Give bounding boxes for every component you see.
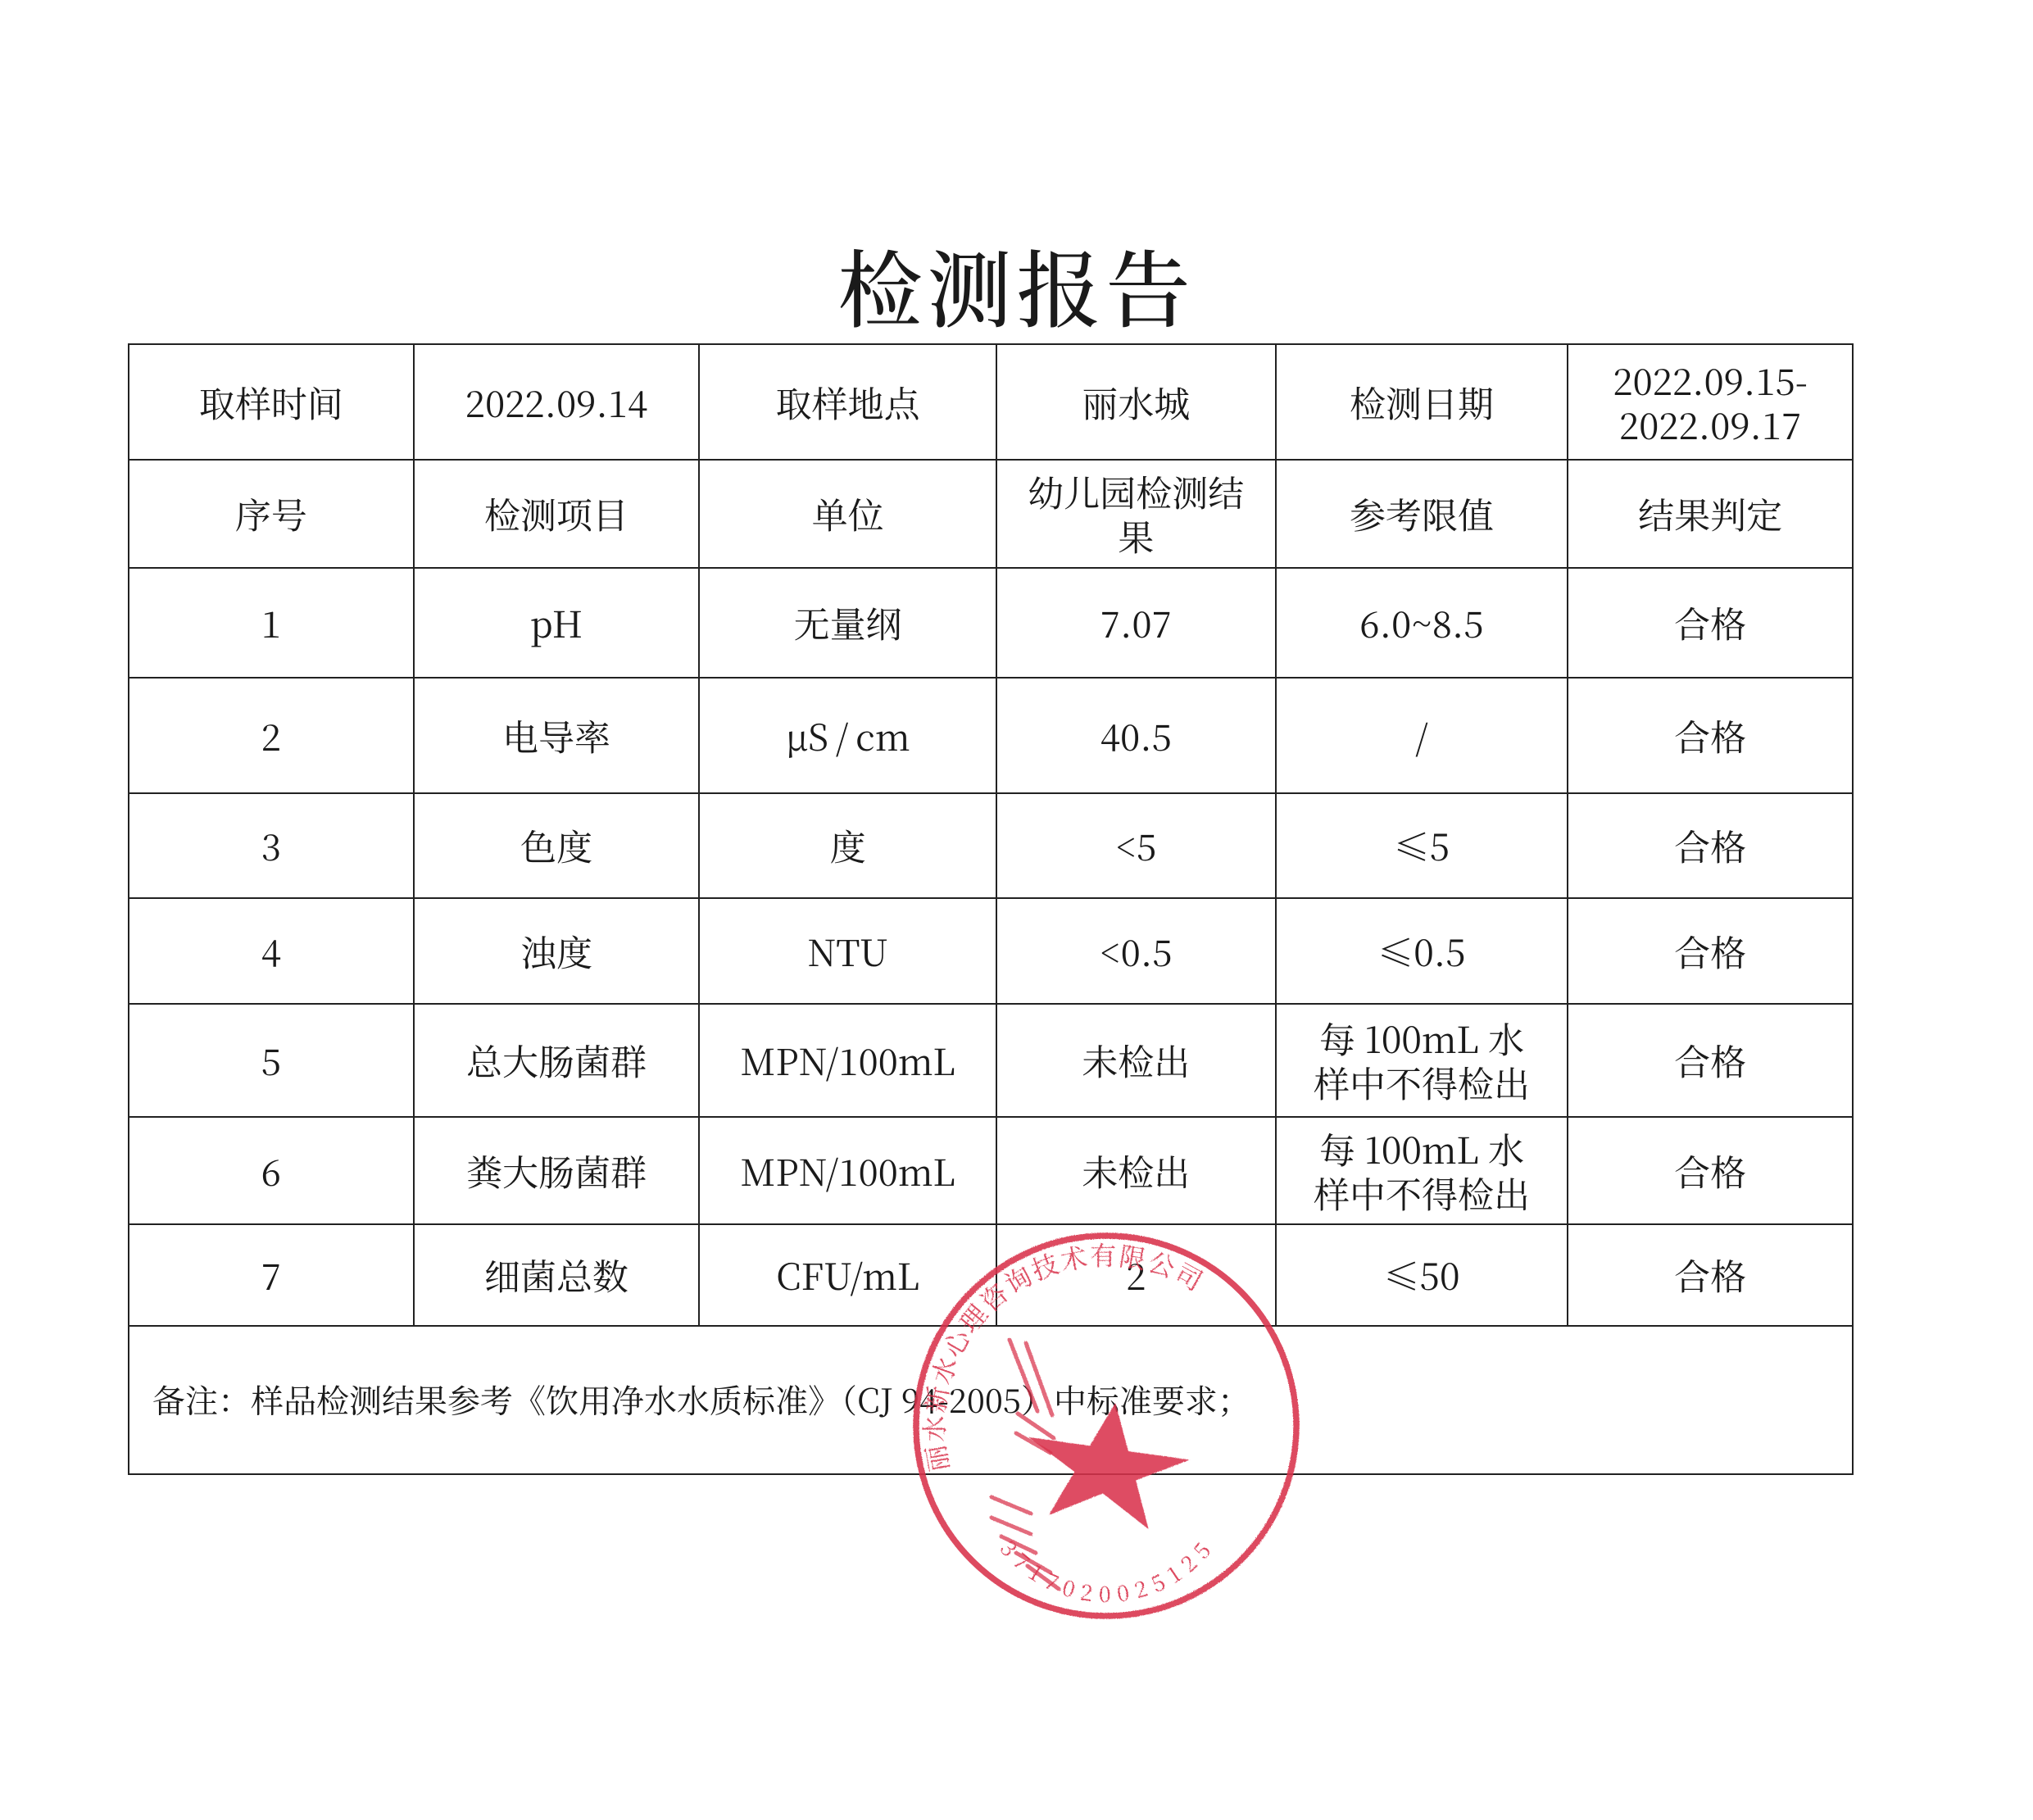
svg-text:丽水新水心理咨询技术有限公司: 丽水新水心理咨询技术有限公司 <box>914 1236 1212 1475</box>
